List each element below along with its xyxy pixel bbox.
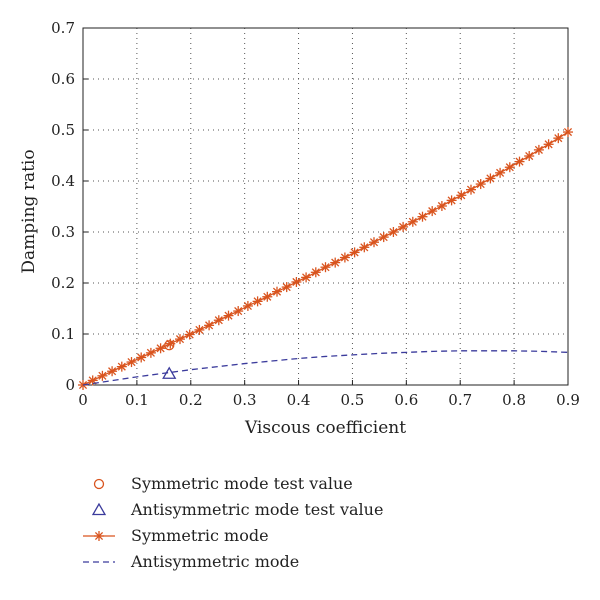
series-line — [82, 350, 569, 386]
data-point — [252, 296, 263, 307]
data-point — [446, 195, 457, 206]
data-point — [87, 375, 98, 386]
data-point — [310, 267, 321, 278]
data-point — [107, 366, 118, 377]
x-tick-label: 0.2 — [179, 391, 203, 409]
data-point — [504, 162, 515, 173]
data-point — [136, 352, 147, 363]
data-point — [175, 334, 185, 345]
data-point — [281, 282, 292, 293]
legend-swatch-marker — [93, 478, 105, 490]
data-point — [213, 315, 224, 326]
data-point — [291, 276, 302, 287]
data-point — [164, 340, 175, 351]
legend-swatch-marker — [94, 531, 104, 541]
data-point — [417, 211, 428, 222]
data-point — [339, 252, 350, 263]
axes — [82, 27, 569, 386]
y-ticks: 0 0.1 0.2 0.3 0.4 0.5 0.6 0.7 — [51, 19, 88, 394]
y-tick-label: 0.6 — [51, 70, 75, 88]
data-point — [398, 221, 409, 232]
y-tick-label: 0.3 — [51, 223, 75, 241]
data-point — [194, 324, 205, 335]
data-point — [495, 167, 506, 178]
x-tick-label: 0.1 — [125, 391, 149, 409]
y-tick-label: 0 — [65, 376, 75, 394]
data-point — [427, 206, 438, 217]
data-point — [475, 179, 486, 190]
series-3 — [82, 350, 569, 386]
grid — [83, 28, 568, 385]
data-point — [145, 347, 156, 358]
data-point — [301, 272, 312, 283]
data-point — [204, 320, 215, 331]
series-layer — [78, 127, 573, 390]
x-axis-label: Viscous coefficient — [244, 418, 406, 438]
x-tick-label: 0.5 — [341, 391, 365, 409]
legend-label: Symmetric mode test value — [131, 474, 353, 493]
data-point — [97, 370, 108, 381]
x-tick-label: 0.3 — [233, 391, 257, 409]
legend-label: Antisymmetric mode test value — [130, 500, 383, 519]
data-point — [155, 343, 166, 354]
data-point — [485, 173, 496, 184]
legend-swatch-marker — [91, 502, 107, 516]
data-point — [524, 151, 535, 162]
data-point — [359, 242, 370, 253]
data-point — [126, 357, 137, 368]
data-point — [543, 139, 554, 150]
y-tick-label: 0.2 — [51, 274, 75, 292]
data-point — [378, 232, 389, 243]
data-point — [272, 286, 282, 297]
data-point — [436, 200, 447, 211]
x-tick-label: 0 — [78, 391, 88, 409]
data-point — [533, 144, 544, 155]
data-point — [553, 133, 564, 144]
series-2 — [78, 127, 573, 390]
data-point — [456, 190, 467, 201]
y-tick-label: 0.7 — [51, 19, 75, 37]
y-tick-label: 0.4 — [51, 172, 75, 190]
legend-label: Antisymmetric mode — [130, 552, 299, 571]
legend-item: Antisymmetric mode test value — [91, 500, 383, 519]
data-point — [184, 329, 195, 340]
data-point — [407, 216, 418, 227]
legend: Symmetric mode test value Antisymmetric m… — [83, 474, 383, 571]
data-point — [349, 247, 360, 258]
data-point — [262, 291, 273, 302]
y-tick-label: 0.5 — [51, 121, 75, 139]
x-tick-label: 0.9 — [556, 391, 580, 409]
data-point — [369, 237, 379, 248]
data-point — [563, 127, 573, 138]
y-axis-label: Damping ratio — [19, 149, 39, 273]
legend-item: Symmetric mode — [83, 526, 269, 545]
data-point — [514, 156, 525, 167]
x-tick-label: 0.6 — [394, 391, 418, 409]
data-point — [223, 310, 234, 321]
legend-item: Antisymmetric mode — [83, 552, 299, 571]
data-point — [330, 257, 341, 268]
x-tick-label: 0.7 — [448, 391, 472, 409]
plot-frame — [82, 27, 569, 386]
series-line — [82, 131, 569, 386]
data-point — [165, 338, 176, 349]
legend-item: Symmetric mode test value — [93, 474, 353, 493]
data-point — [233, 306, 244, 317]
data-point — [116, 361, 127, 372]
legend-label: Symmetric mode — [131, 526, 269, 545]
x-tick-label: 0.4 — [287, 391, 311, 409]
data-point — [320, 262, 331, 273]
data-point — [466, 184, 476, 195]
x-ticks: 0 0.1 0.2 0.3 0.4 0.5 0.6 0.7 0.8 0.9 — [78, 380, 580, 409]
data-point — [242, 300, 253, 311]
series-0 — [164, 340, 175, 351]
x-tick-label: 0.8 — [502, 391, 526, 409]
y-tick-label: 0.1 — [51, 325, 75, 343]
data-point — [388, 227, 399, 237]
